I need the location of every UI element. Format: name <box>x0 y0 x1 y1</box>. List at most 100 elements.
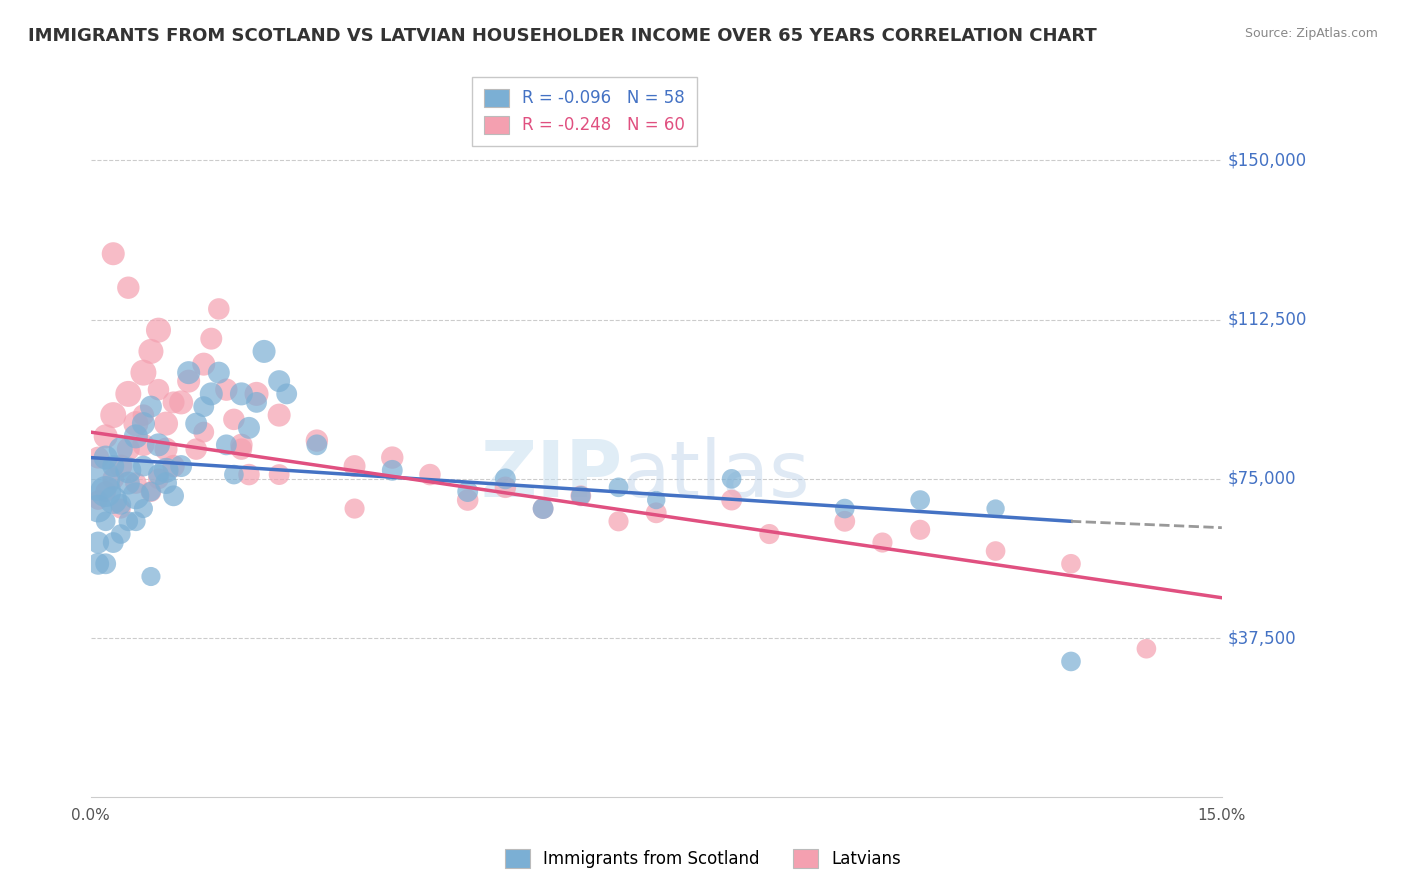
Point <box>117 514 139 528</box>
Point <box>87 493 110 508</box>
Point <box>155 417 177 431</box>
Point <box>269 374 291 388</box>
Point <box>607 480 630 494</box>
Point <box>117 387 139 401</box>
Point <box>170 459 193 474</box>
Point <box>381 463 404 477</box>
Point <box>132 408 155 422</box>
Point <box>162 395 184 409</box>
Text: IMMIGRANTS FROM SCOTLAND VS LATVIAN HOUSEHOLDER INCOME OVER 65 YEARS CORRELATION: IMMIGRANTS FROM SCOTLAND VS LATVIAN HOUS… <box>28 27 1097 45</box>
Point <box>645 493 668 508</box>
Text: $112,500: $112,500 <box>1227 310 1306 328</box>
Point <box>419 467 441 482</box>
Point <box>222 412 245 426</box>
Point <box>305 434 328 448</box>
Point <box>457 493 479 508</box>
Point <box>132 459 155 474</box>
Point <box>245 395 267 409</box>
Point <box>87 535 110 549</box>
Point <box>87 472 110 486</box>
Point <box>148 323 170 337</box>
Point <box>170 395 193 409</box>
Point <box>231 442 253 456</box>
Point <box>305 438 328 452</box>
Point <box>125 489 148 503</box>
Point <box>125 476 148 491</box>
Point <box>1060 557 1083 571</box>
Point <box>117 281 139 295</box>
Point <box>139 400 162 414</box>
Point <box>148 383 170 397</box>
Text: $75,000: $75,000 <box>1227 470 1296 488</box>
Point <box>908 493 931 508</box>
Point <box>125 514 148 528</box>
Point <box>215 383 238 397</box>
Point <box>343 459 366 474</box>
Point <box>494 472 516 486</box>
Point <box>200 332 222 346</box>
Legend: Immigrants from Scotland, Latvians: Immigrants from Scotland, Latvians <box>498 843 908 875</box>
Point <box>984 501 1007 516</box>
Point <box>200 387 222 401</box>
Point <box>208 301 231 316</box>
Point <box>607 514 630 528</box>
Text: $150,000: $150,000 <box>1227 152 1306 169</box>
Point <box>720 493 742 508</box>
Point <box>834 501 856 516</box>
Point <box>494 480 516 494</box>
Point <box>117 463 139 477</box>
Point <box>103 535 125 549</box>
Point <box>94 484 117 499</box>
Point <box>110 442 132 456</box>
Point <box>238 421 260 435</box>
Point <box>139 569 162 583</box>
Point <box>132 366 155 380</box>
Point <box>103 472 125 486</box>
Text: atlas: atlas <box>623 437 810 513</box>
Point <box>87 557 110 571</box>
Point <box>155 463 177 477</box>
Point <box>381 450 404 465</box>
Point <box>872 535 894 549</box>
Point <box>193 400 215 414</box>
Point <box>177 374 200 388</box>
Point <box>758 527 780 541</box>
Point <box>162 459 184 474</box>
Point <box>569 489 592 503</box>
Point <box>103 408 125 422</box>
Point <box>834 514 856 528</box>
Point <box>908 523 931 537</box>
Text: $37,500: $37,500 <box>1227 629 1296 647</box>
Point <box>139 484 162 499</box>
Point <box>94 514 117 528</box>
Point <box>215 438 238 452</box>
Point <box>193 425 215 439</box>
Point <box>984 544 1007 558</box>
Point <box>103 246 125 260</box>
Point <box>155 442 177 456</box>
Point <box>238 467 260 482</box>
Point <box>269 408 291 422</box>
Point <box>132 438 155 452</box>
Point <box>110 527 132 541</box>
Point <box>132 417 155 431</box>
Point <box>132 501 155 516</box>
Point <box>148 467 170 482</box>
Point <box>162 489 184 503</box>
Point <box>343 501 366 516</box>
Point <box>186 417 208 431</box>
Point <box>94 429 117 443</box>
Point <box>531 501 554 516</box>
Point <box>148 438 170 452</box>
Point <box>457 484 479 499</box>
Point <box>117 476 139 491</box>
Point <box>125 429 148 443</box>
Point <box>94 450 117 465</box>
Point <box>1060 655 1083 669</box>
Point <box>269 467 291 482</box>
Point <box>139 484 162 499</box>
Point <box>155 476 177 491</box>
Text: ZIP: ZIP <box>479 437 623 513</box>
Point <box>1135 641 1157 656</box>
Point <box>177 366 200 380</box>
